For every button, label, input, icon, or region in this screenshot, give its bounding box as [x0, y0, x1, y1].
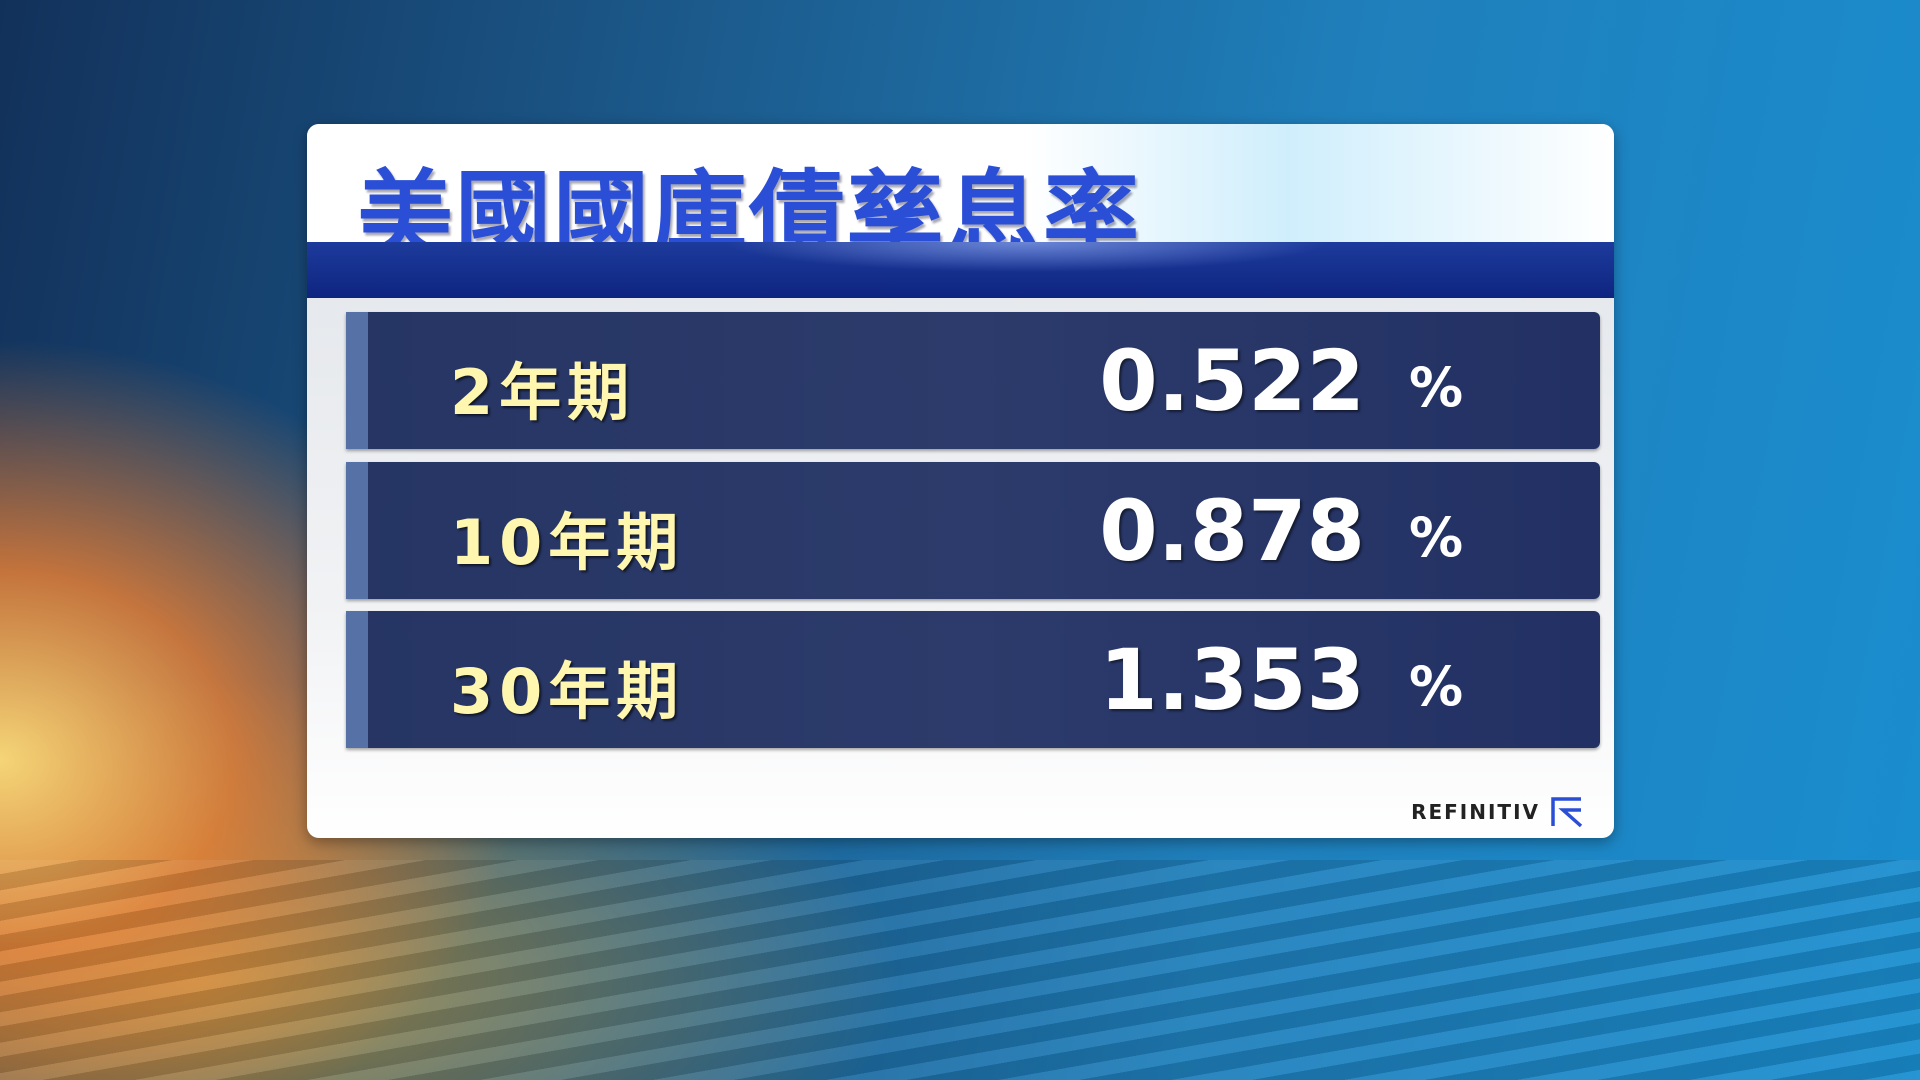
rate-label: 10年期: [450, 506, 685, 579]
rate-label: 2年期: [450, 356, 636, 429]
title-underline-band: [307, 242, 1614, 298]
rate-row-30y: 30年期 1.353 %: [346, 611, 1600, 748]
rate-label: 30年期: [450, 655, 685, 728]
refinitiv-logo-icon: [1551, 797, 1583, 828]
row-accent-strip: [346, 312, 368, 449]
title-band: 美國國庫債孳息率: [307, 124, 1614, 272]
rate-row-2y: 2年期 0.522 %: [346, 312, 1600, 449]
rates-panel: 美國國庫債孳息率 2年期 0.522 % 10年期 0.878 % 30年期 1…: [307, 124, 1614, 838]
row-accent-strip: [346, 611, 368, 748]
rate-row-10y: 10年期 0.878 %: [346, 462, 1600, 599]
rate-value: 0.522: [1099, 332, 1365, 430]
logo-text: REFINITIV: [1411, 800, 1540, 824]
rate-value: 1.353: [1099, 631, 1365, 729]
source-logo: REFINITIV: [1411, 796, 1584, 828]
row-accent-strip: [346, 462, 368, 599]
rate-value: 0.878: [1099, 482, 1365, 580]
rate-unit: %: [1409, 506, 1464, 569]
rate-unit: %: [1409, 356, 1464, 419]
rate-unit: %: [1409, 655, 1464, 718]
background-floor: [0, 860, 1920, 1080]
